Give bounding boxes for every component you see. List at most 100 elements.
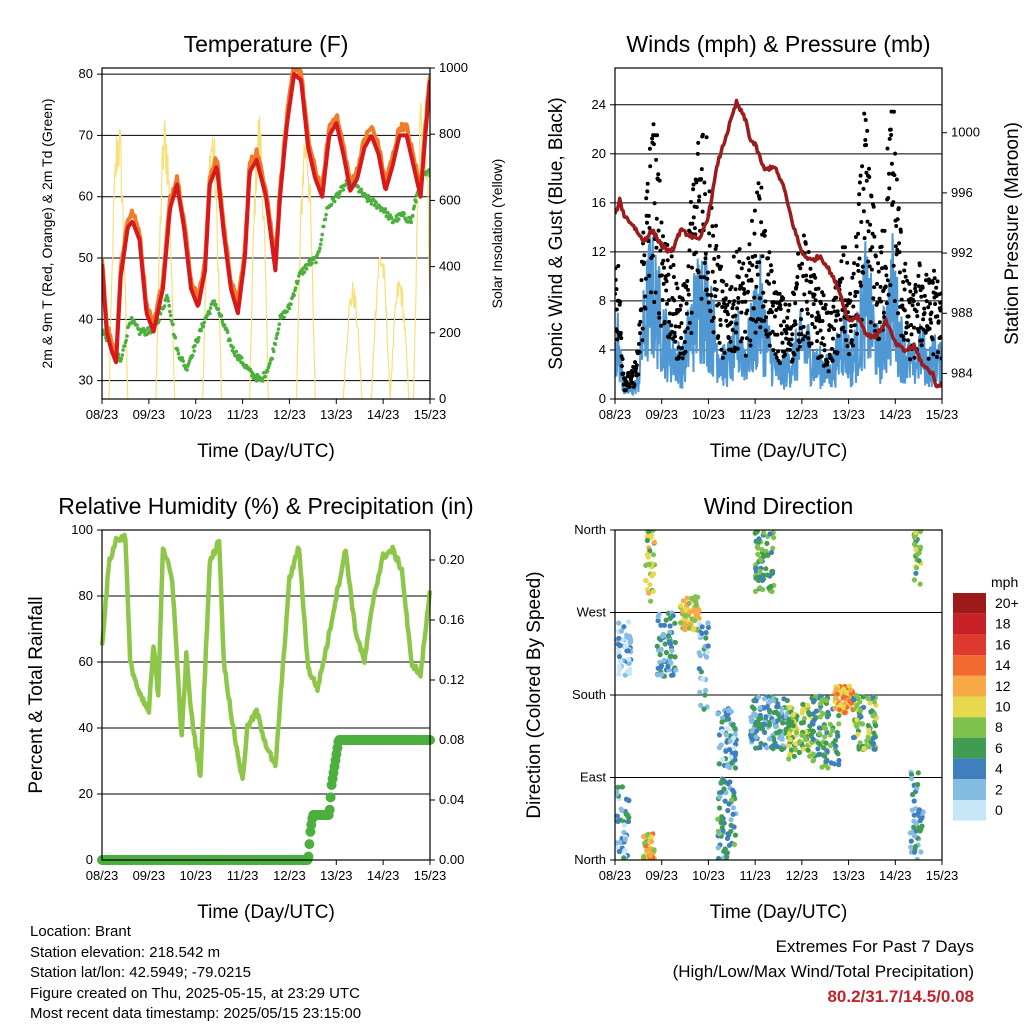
direction-point — [871, 699, 878, 705]
gust-point — [800, 261, 805, 266]
direction-point — [725, 781, 731, 787]
gust-point — [800, 337, 805, 342]
gust-point — [730, 306, 735, 311]
gust-point — [862, 111, 867, 116]
direction-point — [753, 565, 759, 571]
gust-point — [714, 243, 719, 248]
direction-point — [669, 648, 675, 654]
gust-point — [887, 186, 892, 191]
plot-frame — [614, 67, 943, 400]
dewpoint-point — [297, 274, 301, 278]
gust-point — [694, 250, 698, 255]
gust-point — [703, 192, 708, 197]
direction-point — [701, 706, 707, 712]
gust-point — [852, 261, 857, 266]
gust-point — [751, 317, 756, 322]
direction-point — [764, 572, 770, 578]
legend-swatch — [953, 655, 986, 676]
gust-point — [919, 294, 924, 299]
direction-point — [914, 551, 920, 557]
dewpoint-point — [120, 353, 125, 357]
gust-point — [736, 275, 741, 280]
dewpoint-point — [273, 342, 278, 347]
gust-point — [796, 251, 801, 256]
gust-point — [641, 230, 646, 235]
gust-point — [677, 324, 682, 329]
direction-point — [715, 828, 722, 835]
direction-point — [870, 713, 876, 719]
direction-point — [847, 687, 854, 693]
gust-point — [750, 263, 755, 268]
gust-point — [736, 296, 741, 300]
gust-point — [731, 254, 736, 259]
direction-point — [790, 712, 796, 718]
gust-point — [738, 339, 743, 344]
legend-swatch — [953, 737, 986, 759]
gust-point — [680, 356, 685, 361]
gust-point — [839, 259, 844, 264]
direction-point — [651, 847, 657, 853]
gust-point — [654, 157, 659, 162]
direction-point — [641, 834, 647, 840]
dewpoint-point — [201, 324, 206, 329]
gust-point — [740, 299, 745, 304]
direction-point — [757, 705, 763, 711]
x-tick-label: 13/23 — [832, 407, 865, 422]
gust-point — [815, 331, 820, 335]
gust-point — [666, 298, 671, 303]
direction-point — [821, 745, 827, 751]
direction-point — [752, 588, 759, 595]
y-axis-label: Percent & Total Rainfall — [26, 596, 47, 793]
direction-point — [908, 772, 915, 778]
gust-point — [772, 314, 777, 319]
gust-point — [687, 320, 692, 325]
gust-point — [772, 280, 777, 285]
dewpoint-point — [412, 204, 417, 208]
dewpoint-point — [324, 212, 328, 217]
gust-point — [786, 308, 791, 313]
direction-point — [857, 707, 864, 714]
y-tick-label: 40 — [79, 720, 93, 735]
legend-swatch — [953, 613, 986, 635]
direction-point — [704, 649, 711, 655]
direction-point — [696, 650, 702, 656]
direction-point — [619, 807, 625, 814]
gust-point — [661, 281, 666, 286]
direction-point — [693, 601, 699, 607]
direction-point — [626, 656, 632, 662]
gust-point — [825, 360, 830, 365]
direction-point — [913, 547, 919, 553]
gust-point — [797, 344, 802, 349]
gust-point — [659, 273, 664, 278]
direction-point — [655, 647, 662, 653]
direction-point — [793, 747, 799, 753]
gust-point — [822, 348, 827, 353]
gust-point — [746, 256, 751, 261]
direction-point — [757, 744, 763, 751]
gust-point — [803, 241, 808, 246]
gust-point — [806, 250, 811, 254]
extremes-subtitle: (High/Low/Max Wind/Total Precipitation) — [672, 962, 974, 981]
direction-point — [913, 530, 919, 536]
gust-point — [716, 254, 721, 259]
gust-point — [743, 299, 748, 304]
direction-point — [672, 639, 679, 646]
gust-point — [720, 289, 725, 294]
direction-point — [759, 547, 765, 553]
gust-point — [864, 178, 869, 183]
direction-point — [753, 745, 759, 751]
direction-point — [767, 531, 773, 537]
direction-point — [732, 832, 739, 838]
gust-point — [923, 330, 928, 335]
legend-swatch — [953, 675, 986, 697]
direction-point — [657, 652, 663, 658]
direction-point — [647, 853, 654, 859]
direction-point — [836, 713, 842, 719]
gust-point — [870, 245, 875, 250]
direction-point — [828, 743, 834, 749]
dewpoint-point — [167, 303, 171, 308]
gust-point — [876, 261, 881, 266]
gust-point — [747, 260, 752, 265]
gust-point — [704, 287, 709, 292]
gust-point — [815, 339, 819, 344]
